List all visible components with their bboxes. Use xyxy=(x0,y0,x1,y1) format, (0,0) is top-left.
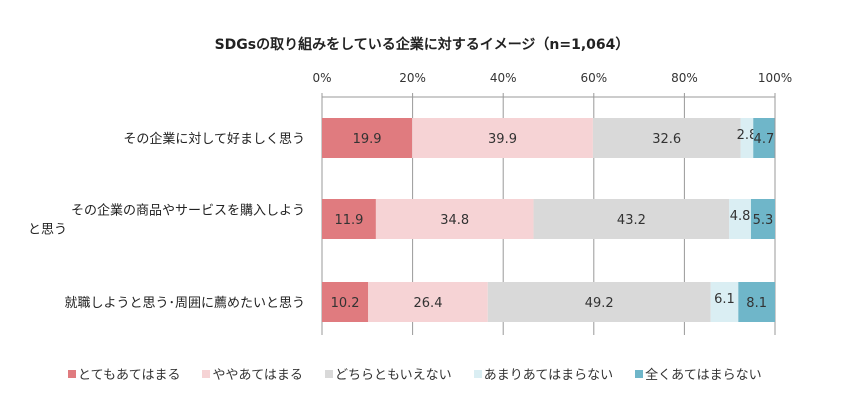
bar-segment xyxy=(750,199,775,239)
data-label: 26.4 xyxy=(414,296,443,311)
legend-swatch xyxy=(635,369,644,378)
legend-label: 全くあてはまらない xyxy=(645,368,762,383)
legend-label: とてもあてはまる xyxy=(78,368,181,383)
legend: とてもあてはまる ややあてはまる どちらともいえない あまりあてはまらない 全くあてはま… xyxy=(68,364,762,383)
data-label: 4.7 xyxy=(754,132,775,147)
bar-segment xyxy=(710,282,739,322)
legend-label: どちらともいえない xyxy=(334,368,452,383)
category-label: その企業に対して好ましく思う xyxy=(123,131,305,147)
data-label: 32.6 xyxy=(652,132,681,147)
x-tick-label: 20% xyxy=(399,71,426,85)
data-label: 43.2 xyxy=(617,213,646,228)
data-label: 8.1 xyxy=(746,296,767,311)
legend-item: とてもあてはまる xyxy=(68,364,180,383)
legend-item: 全くあてはまらない xyxy=(635,364,762,383)
data-label: 2.8 xyxy=(737,128,758,143)
bar-segment xyxy=(322,118,413,158)
data-label: 19.9 xyxy=(353,132,382,147)
bar-segment xyxy=(412,118,593,158)
x-tick-label: 100% xyxy=(758,71,792,85)
data-label: 34.8 xyxy=(440,213,469,228)
legend-item: ややあてはまる xyxy=(202,364,303,383)
data-label: 10.2 xyxy=(331,296,360,311)
x-tick-label: 60% xyxy=(580,71,607,85)
bar-segment xyxy=(729,199,751,239)
category-label: 就職しようと思う･周囲に薦めたいと思う xyxy=(64,296,305,311)
bar-segment xyxy=(533,199,730,239)
legend-label: ややあてはまる xyxy=(212,368,303,383)
bar-segment xyxy=(368,282,488,322)
bar-segment xyxy=(487,282,711,322)
bar-segment xyxy=(322,282,369,322)
category-label: その企業の商品やサービスを購入しよう xyxy=(71,203,305,219)
category-label: と思う xyxy=(28,223,67,238)
legend-swatch xyxy=(324,369,333,378)
bar-segment xyxy=(375,199,534,239)
legend-swatch xyxy=(202,369,211,378)
bar-segment xyxy=(322,199,376,239)
legend-swatch xyxy=(473,369,482,378)
x-tick-label: 40% xyxy=(490,71,517,85)
data-label: 49.2 xyxy=(585,296,614,311)
bar-segment xyxy=(738,282,775,322)
data-label: 5.3 xyxy=(753,213,774,228)
data-label: 11.9 xyxy=(334,213,363,228)
legend-item: あまりあてはまらない xyxy=(473,364,614,383)
x-tick-label: 0% xyxy=(312,71,331,85)
x-tick-label: 80% xyxy=(671,71,698,85)
legend-item: どちらともいえない xyxy=(324,364,452,383)
legend-swatch xyxy=(68,369,76,378)
chart-title: SDGsの取り組みをしている企業に対するイメージ（n=1,064） xyxy=(214,37,630,53)
data-label: 6.1 xyxy=(714,292,735,307)
bar-segment xyxy=(740,118,754,158)
legend-label: あまりあてはまらない xyxy=(483,368,614,383)
bar-segment xyxy=(592,118,741,158)
data-label: 4.8 xyxy=(730,209,751,224)
data-label: 39.9 xyxy=(488,132,517,147)
bar-segment xyxy=(753,118,775,158)
